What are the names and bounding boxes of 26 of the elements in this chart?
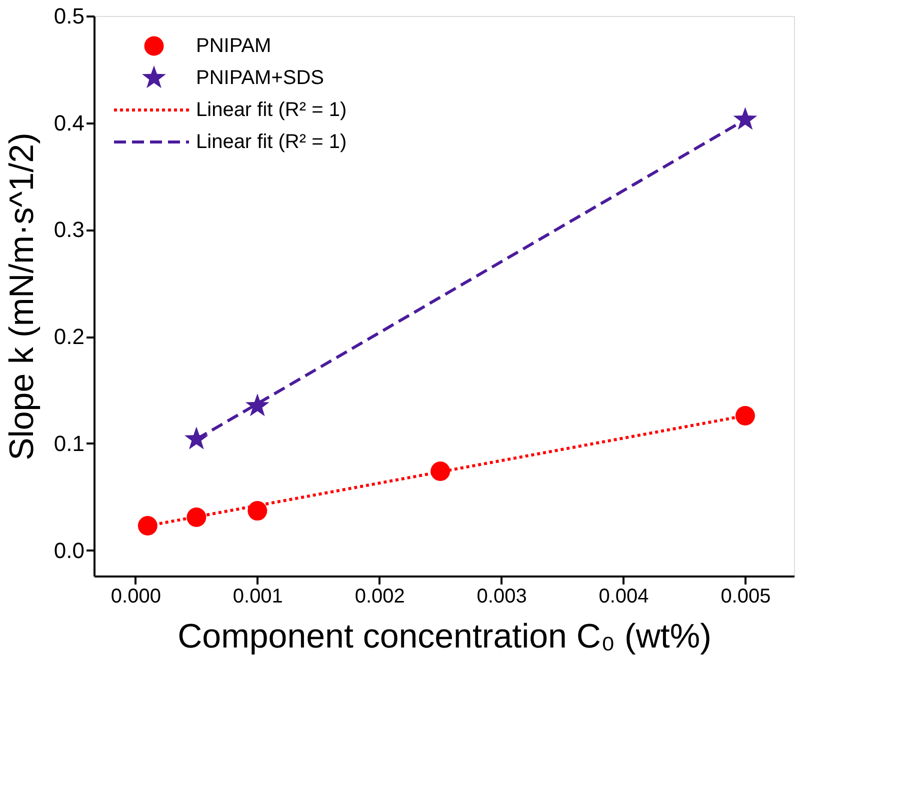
point: [245, 394, 270, 416]
x-axis-title: Component concentration C₀ (wt%): [178, 618, 712, 656]
legend-label: Linear fit (R² = 1): [196, 131, 347, 153]
y-tick-label: 0.5: [54, 4, 84, 28]
x-tick-label: 0.005: [720, 586, 771, 608]
x-tick-label: 0.001: [232, 586, 283, 608]
point: [733, 107, 758, 130]
point: [184, 426, 208, 450]
x-tick-label: 0.002: [354, 586, 405, 608]
point: [186, 507, 206, 527]
y-axis-title: Slope k (mN/m·s^1/2): [2, 132, 41, 460]
legend-label: Linear fit (R² = 1): [196, 99, 347, 121]
point: [248, 501, 268, 521]
x-tick-label: 0.004: [598, 586, 649, 608]
y-tick-label: 0.4: [54, 110, 84, 136]
x-tick-label: 0.000: [110, 586, 161, 608]
y-tick-label: 0.1: [54, 430, 84, 456]
y-tick-label: 0.0: [54, 538, 84, 563]
legend-label: PNIPAM: [196, 35, 272, 57]
legend-label: PNIPAM+SDS: [196, 67, 324, 89]
y-tick-label: 0.2: [54, 324, 84, 350]
point: [735, 406, 755, 426]
y-tick-label: 0.3: [54, 217, 84, 242]
x-tick-label: 0.003: [476, 586, 527, 608]
point: [430, 462, 450, 481]
point: [138, 516, 158, 536]
